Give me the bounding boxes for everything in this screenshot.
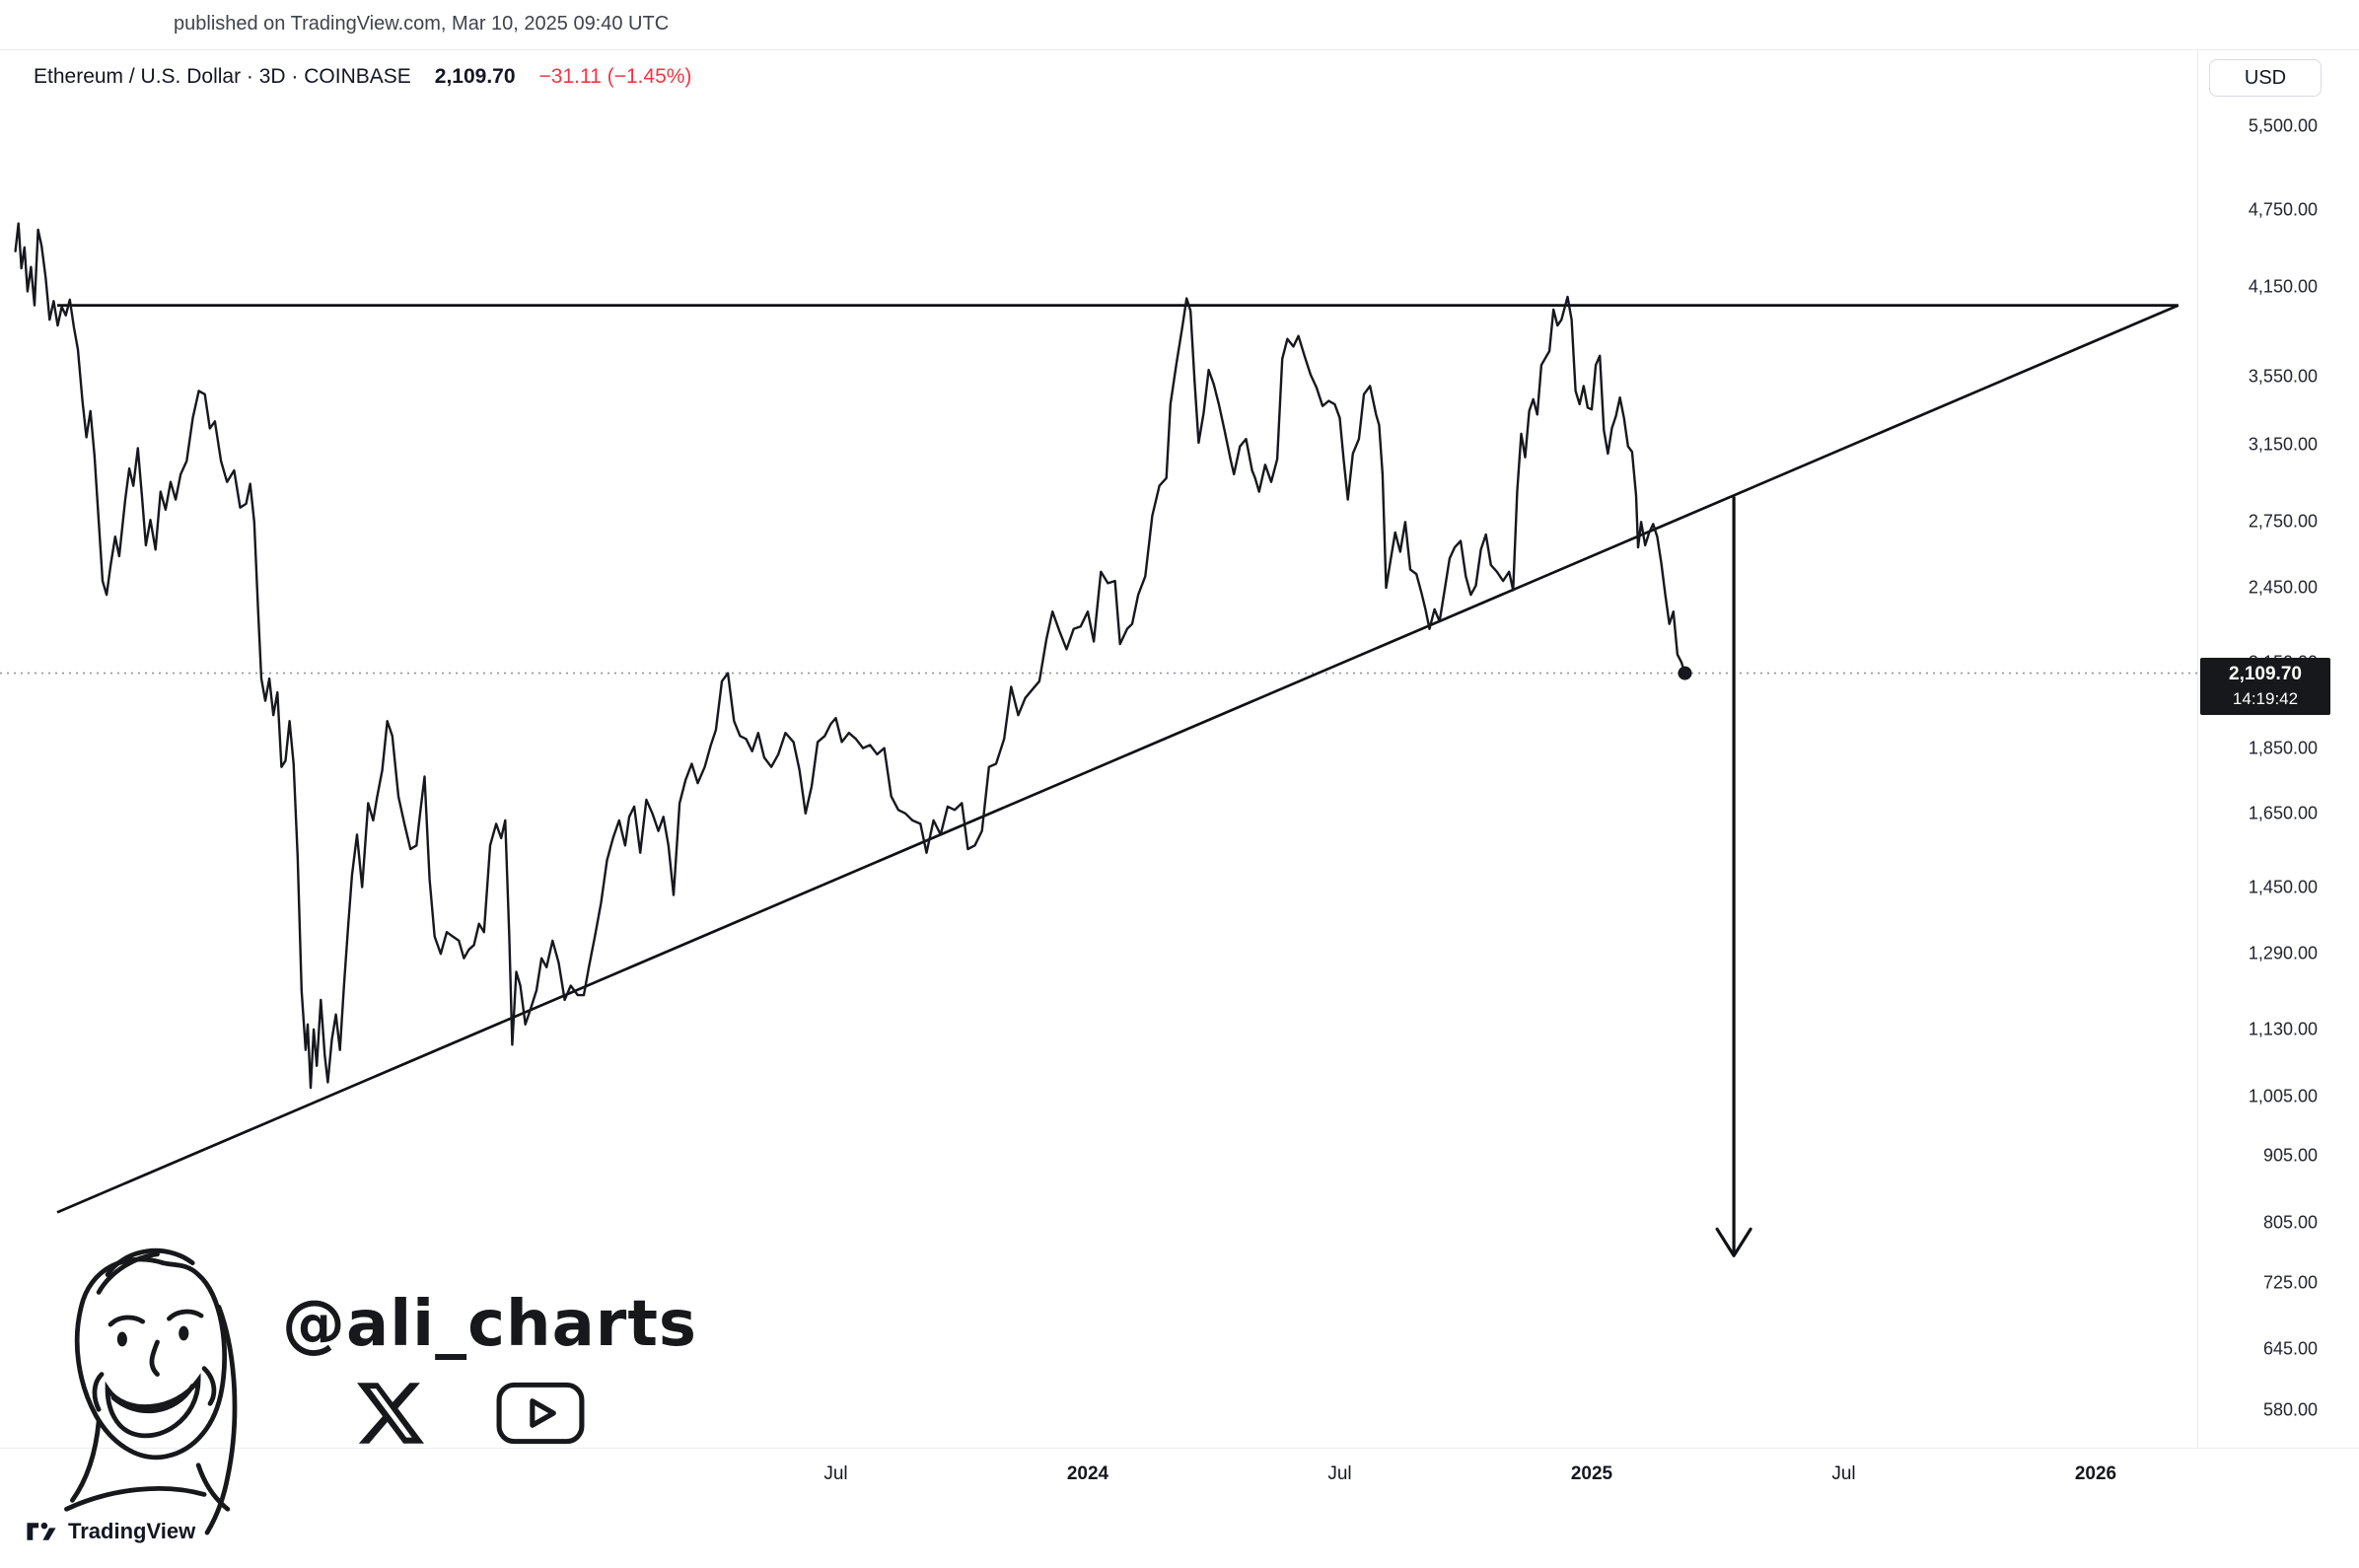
symbol-title[interactable]: Ethereum / U.S. Dollar · 3D · COINBASE [34, 65, 411, 88]
x-logo-icon [357, 1383, 424, 1444]
price-tick-label: 1,005.00 [2248, 1086, 2318, 1106]
last-price-value: 2,109.70 [2229, 663, 2302, 684]
symbol-header: Ethereum / U.S. Dollar · 3D · COINBASE 2… [34, 65, 691, 89]
header-last-price: 2,109.70 [434, 65, 516, 88]
time-axis-separator [0, 1448, 2359, 1449]
last-price-label: 2,109.70 14:19:42 [2200, 657, 2330, 715]
price-tick-label: 3,150.00 [2248, 434, 2318, 455]
ali-charts-face-sketch [64, 1247, 238, 1535]
price-tick-label: 580.00 [2262, 1399, 2318, 1420]
price-tick-label: 1,850.00 [2248, 738, 2318, 758]
watermark-handle: @ali_charts [282, 1288, 697, 1361]
price-tick-label: 645.00 [2262, 1338, 2318, 1359]
header-price-change: −31.11 (−1.45%) [538, 65, 692, 88]
chart-panel-border [0, 49, 2359, 50]
time-tick-label: 2024 [1066, 1463, 1109, 1484]
price-line [14, 222, 1686, 1090]
price-tick-label: 5,500.00 [2248, 115, 2318, 136]
time-axis[interactable]: Jul 2024 Jul 2025 Jul 2026 [0, 1460, 2197, 1499]
price-tick-label: 2,450.00 [2248, 577, 2318, 598]
price-tick-label: 1,450.00 [2248, 877, 2318, 897]
price-tick-label: 905.00 [2262, 1145, 2318, 1166]
price-tick-label: 725.00 [2262, 1272, 2318, 1293]
price-tick-label: 805.00 [2262, 1212, 2318, 1233]
time-tick-label: Jul [823, 1463, 848, 1484]
price-tick-label: 4,150.00 [2248, 276, 2318, 297]
time-tick-label: 2025 [1570, 1463, 1613, 1484]
price-tick-label: 1,130.00 [2248, 1019, 2318, 1039]
bar-countdown: 14:19:42 [2232, 688, 2299, 708]
time-tick-label: Jul [1327, 1463, 1352, 1484]
tradingview-wordmark: TradingView [68, 1519, 196, 1543]
price-tick-label: 1,290.00 [2248, 943, 2318, 963]
tradingview-attribution[interactable]: TradingView [26, 1517, 195, 1546]
price-tick-label: 2,750.00 [2248, 511, 2318, 532]
published-caption: published on TradingView.com, Mar 10, 20… [174, 13, 670, 35]
watermark-social-icons [357, 1381, 586, 1446]
currency-toggle-button[interactable]: USD [2209, 59, 2322, 97]
price-axis-separator [2197, 49, 2198, 1448]
support-trendline [56, 304, 2180, 1214]
breakdown-arrow-head [1715, 1227, 1752, 1257]
time-tick-label: 2026 [2074, 1463, 2117, 1484]
last-price-dot [1678, 666, 1692, 680]
time-tick-label: Jul [1831, 1463, 1856, 1484]
price-tick-label: 1,650.00 [2248, 803, 2318, 823]
price-axis[interactable]: 5,500.00 4,750.00 4,150.00 3,550.00 3,150.00… [2197, 0, 2359, 1448]
youtube-logo-icon [496, 1382, 585, 1445]
price-tick-label: 3,550.00 [2248, 366, 2318, 386]
tradingview-logo-icon [27, 1522, 56, 1540]
price-tick-label: 4,750.00 [2248, 199, 2318, 220]
